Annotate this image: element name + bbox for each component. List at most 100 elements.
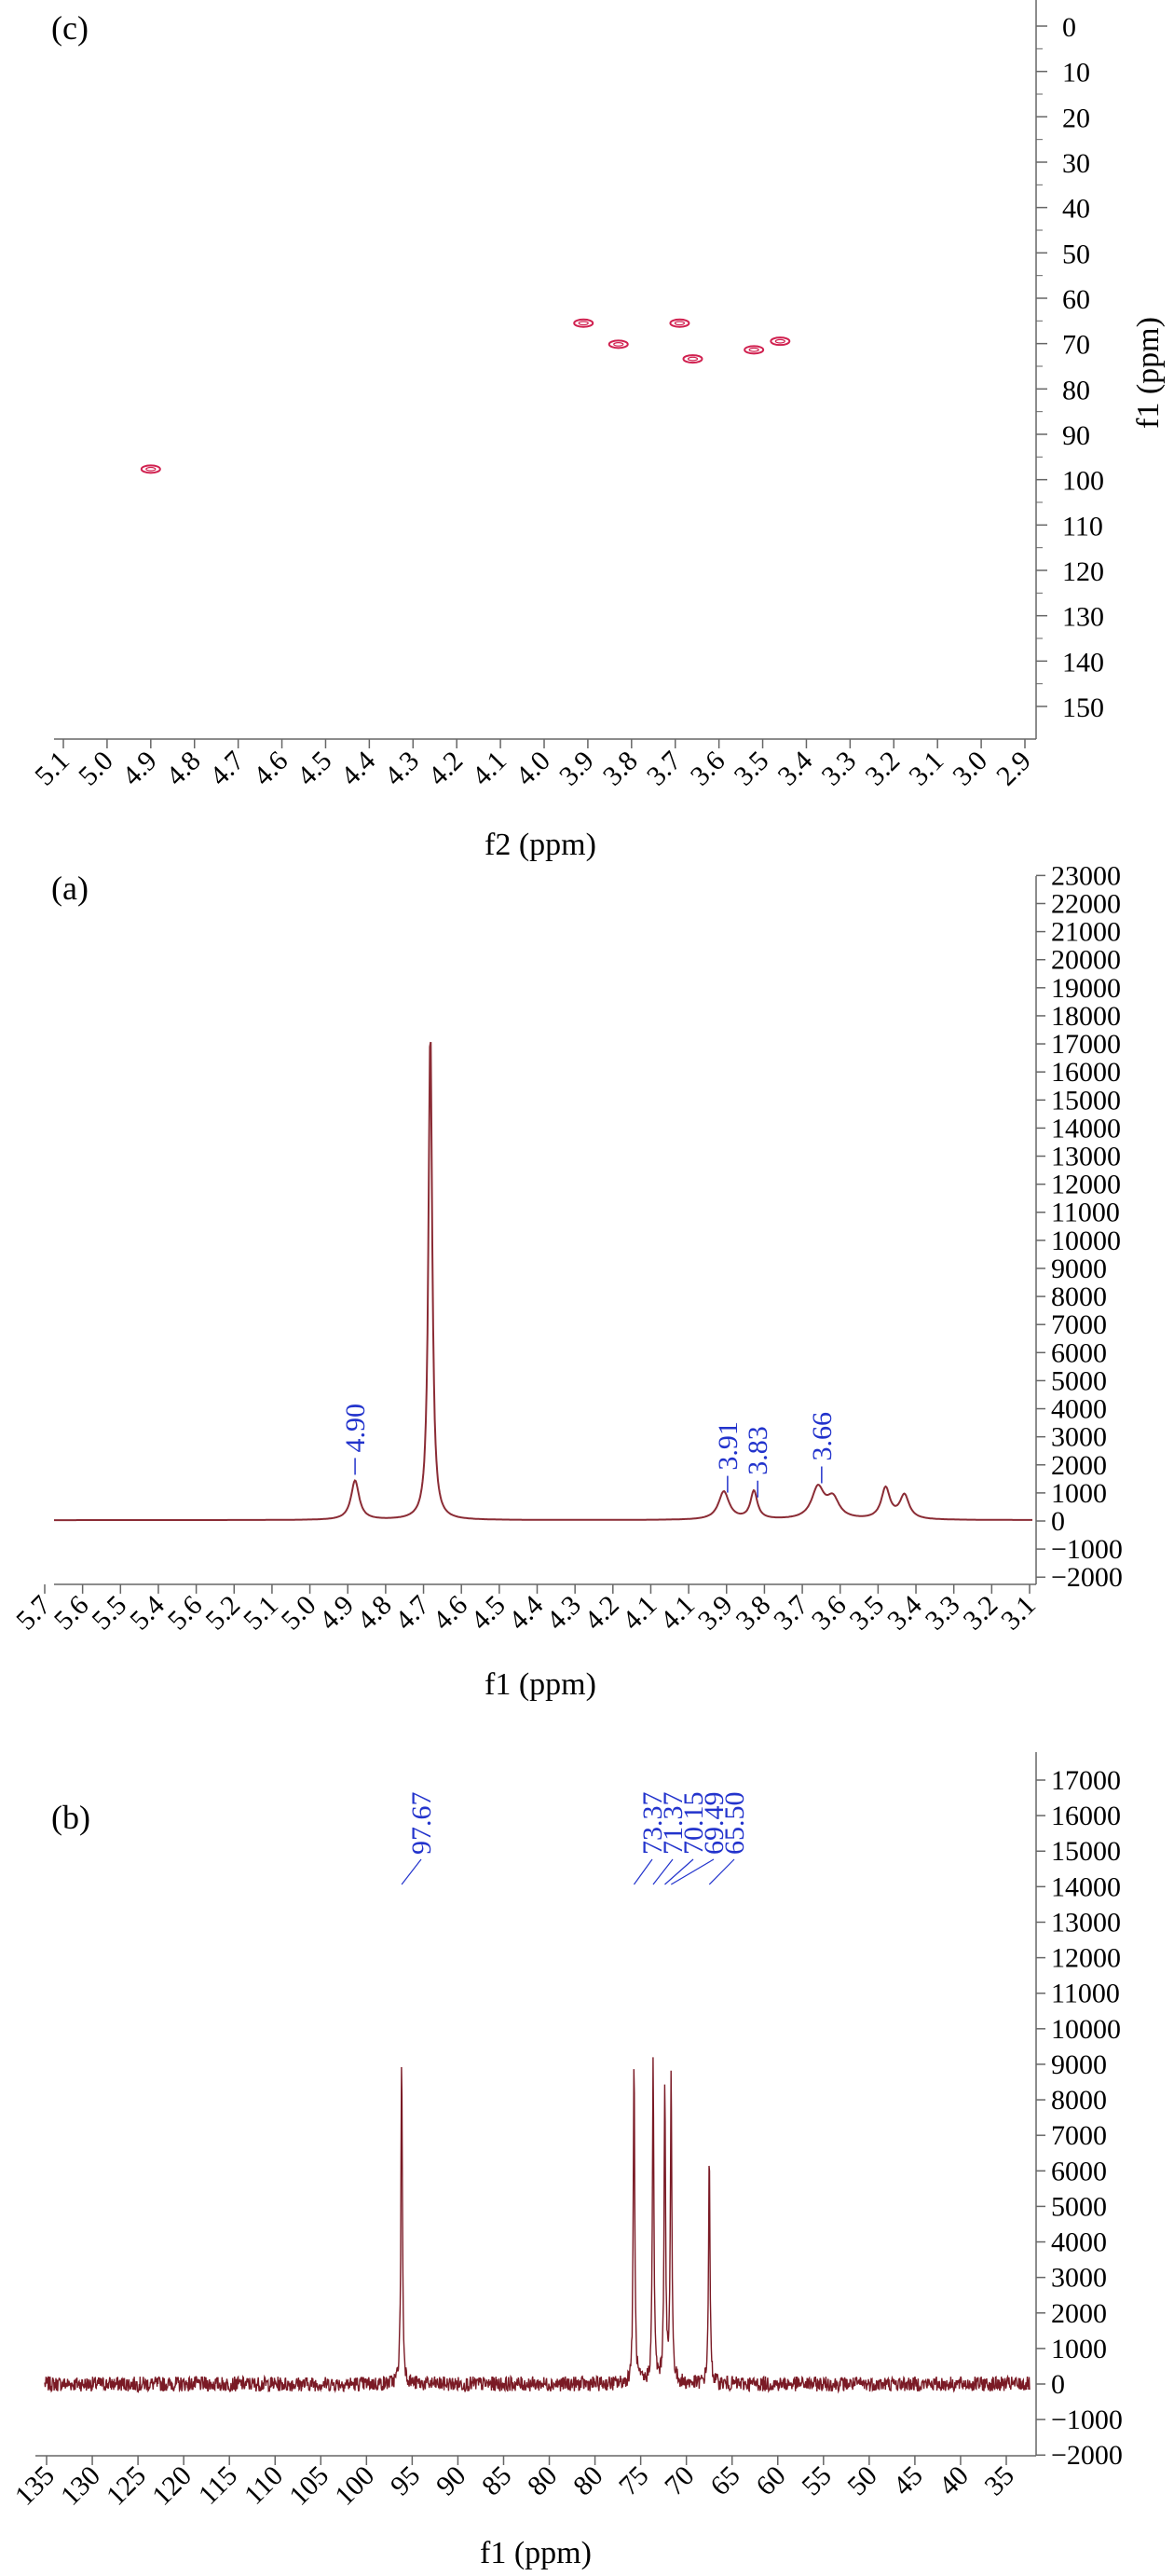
panel-a-y-tick-label: 7000: [1051, 1309, 1107, 1340]
panel-a-y-tick-label: 8000: [1051, 1281, 1107, 1312]
panel-c-x-tick-label: 4.2: [422, 746, 469, 792]
panel-b-x-tick-label: 65: [704, 2460, 746, 2502]
panel-b-x-tick-label: 55: [796, 2460, 838, 2502]
panel-c-y-tick-label: 30: [1062, 148, 1090, 179]
panel-c-x-tick-label: 3.8: [597, 746, 644, 792]
panel-b-y-tick-label: 6000: [1051, 2156, 1107, 2186]
panel-b-x-label: f1 (ppm): [480, 2536, 592, 2570]
panel-c-y-tick-label: 80: [1062, 375, 1090, 405]
panel-b-peak-label: 71.37: [658, 1792, 689, 1856]
panel-b-x-tick-label: 110: [239, 2460, 289, 2511]
panel-a-y-tick-label: 3000: [1051, 1422, 1107, 1453]
panel-c-x-tick-label: 4.8: [160, 746, 207, 792]
panel-a-peak-label: 3.66: [807, 1412, 838, 1461]
panel-b-peak-label: 69.49: [699, 1792, 730, 1856]
panel-c-y-tick-label: 140: [1062, 647, 1104, 678]
panel-a-y-tick-label: 13000: [1051, 1142, 1121, 1172]
panel-b-peak-leader: [708, 1858, 735, 1885]
cross-peak: [770, 336, 791, 347]
panel-b-x-tick-label: 60: [750, 2460, 792, 2502]
cross-peak-inner-contour: [774, 338, 785, 344]
panel-c-x-tick-label: 4.5: [292, 746, 338, 792]
panel-a-y-tick-label: 10000: [1051, 1226, 1121, 1256]
panel-c-x-tick-label: 4.7: [204, 746, 251, 792]
panel-c-x-tick-label: 4.9: [116, 746, 163, 792]
panel-a-y-tick-label: 14000: [1051, 1113, 1121, 1144]
cross-peak: [573, 318, 594, 328]
panel-b-y-tick-label: 4000: [1051, 2227, 1107, 2258]
panel-a-y-tick-label: 15000: [1051, 1085, 1121, 1116]
cross-peak-contour: [573, 318, 594, 328]
cross-peak-inner-contour: [674, 321, 686, 326]
panel-b-peak-leader: [652, 1858, 674, 1885]
panel-c-hsqc: (c) 5.15.04.94.84.74.64.54.44.34.24.14.0…: [29, 0, 1166, 862]
panel-a-y-tick-label: −2000: [1051, 1562, 1123, 1593]
panel-a-y-tick-label: 6000: [1051, 1337, 1107, 1368]
cross-peak-inner-contour: [145, 466, 157, 472]
panel-c-x-tick-label: 2.9: [990, 746, 1037, 792]
panel-b-peak-leader: [670, 1858, 715, 1885]
panel-c-x-tick-label: 3.7: [641, 746, 688, 792]
panel-c-y-label: f1 (ppm): [1131, 317, 1166, 429]
panel-b-y-tick-label: 1000: [1051, 2334, 1107, 2364]
panel-a-peak-label: 4.90: [340, 1404, 371, 1453]
panel-a-y-tick-label: 9000: [1051, 1254, 1107, 1284]
panel-b-y-tick-label: 15000: [1051, 1836, 1121, 1867]
cross-peak-inner-contour: [578, 321, 589, 326]
panel-b-x-tick-label: 105: [283, 2460, 334, 2512]
cross-peak-inner-contour: [613, 341, 624, 347]
panel-b-y-tick-label: 11000: [1051, 1979, 1120, 2009]
panel-c-y-tick-label: 0: [1062, 12, 1076, 43]
cross-peak: [744, 345, 765, 355]
panel-c-x-tick-label: 3.3: [815, 746, 862, 792]
panel-a-y-tick-label: 17000: [1051, 1029, 1121, 1060]
panel-b-y-tick-label: 3000: [1051, 2263, 1107, 2294]
panel-c-x-tick-label: 3.9: [553, 746, 600, 792]
panel-a-y-tick-label: 12000: [1051, 1170, 1121, 1200]
panel-a-x-ticks: 5.75.65.55.45.65.25.15.04.94.84.74.64.54…: [10, 1584, 1042, 1636]
cross-peak: [140, 464, 161, 474]
panel-b-y-tick-label: 5000: [1051, 2191, 1107, 2222]
panel-b-x-tick-label: 90: [430, 2460, 472, 2502]
panel-c-y-tick-label: 120: [1062, 556, 1104, 587]
panel-b-peak-label: 70.15: [678, 1792, 709, 1856]
panel-b-y-tick-label: 16000: [1051, 1801, 1121, 1831]
panel-c-y-ticks: 0 10 20 30 40 50 60 70 80 90 100 110 120 130 140 150: [1036, 12, 1104, 723]
panel-a-y-tick-label: 22000: [1051, 888, 1121, 919]
panel-c-x-tick-label: 4.6: [248, 746, 294, 792]
panel-c-x-ticks: 5.15.04.94.84.74.64.54.44.34.24.14.03.93…: [29, 739, 1037, 791]
panel-c-label: (c): [51, 9, 89, 47]
panel-a-y-tick-label: 2000: [1051, 1450, 1107, 1481]
panel-c-x-tick-label: 4.0: [510, 746, 556, 792]
panel-a-y-tick-label: 5000: [1051, 1365, 1107, 1396]
panel-c-y-tick-label: 90: [1062, 420, 1090, 451]
panel-c-y-tick-label: 70: [1062, 330, 1090, 361]
panel-b-y-tick-label: −2000: [1051, 2440, 1123, 2471]
panel-b-spectrum-line: [44, 2057, 1031, 2394]
panel-a-y-tick-label: 1000: [1051, 1478, 1107, 1509]
panel-a-y-tick-label: 16000: [1051, 1057, 1121, 1088]
panel-c-x-tick-label: 3.2: [859, 746, 906, 792]
panel-b-x-tick-label: 80: [567, 2460, 609, 2502]
panel-b-x-tick-label: 115: [193, 2460, 243, 2511]
panel-b-peak-leader: [633, 1858, 653, 1885]
panel-b-x-tick-label: 125: [101, 2460, 152, 2512]
panel-b-peak-label: 97.67: [406, 1792, 437, 1856]
panel-b-y-tick-label: 14000: [1051, 1871, 1121, 1902]
panel-b-x-tick-label: 35: [978, 2460, 1020, 2502]
panel-b-y-tick-label: 12000: [1051, 1943, 1121, 1974]
cross-peak: [669, 318, 690, 328]
panel-a-label: (a): [51, 870, 89, 907]
panel-c-y-tick-label: 60: [1062, 284, 1090, 315]
panel-a-y-tick-label: 0: [1051, 1506, 1065, 1537]
panel-a-1h-spectrum: (a) 5.75.65.55.45.65.25.15.04.94.84.74.6…: [10, 860, 1123, 1702]
panel-c-x-tick-label: 3.5: [729, 746, 775, 792]
panel-b-y-tick-label: 10000: [1051, 2014, 1121, 2045]
panel-c-y-tick-label: 110: [1062, 511, 1103, 541]
panel-a-y-tick-label: −1000: [1051, 1534, 1123, 1565]
panel-c-x-tick-label: 5.0: [73, 746, 119, 792]
cross-peak-contour: [744, 345, 765, 355]
panel-a-spectrum-line: [54, 1041, 1032, 1522]
